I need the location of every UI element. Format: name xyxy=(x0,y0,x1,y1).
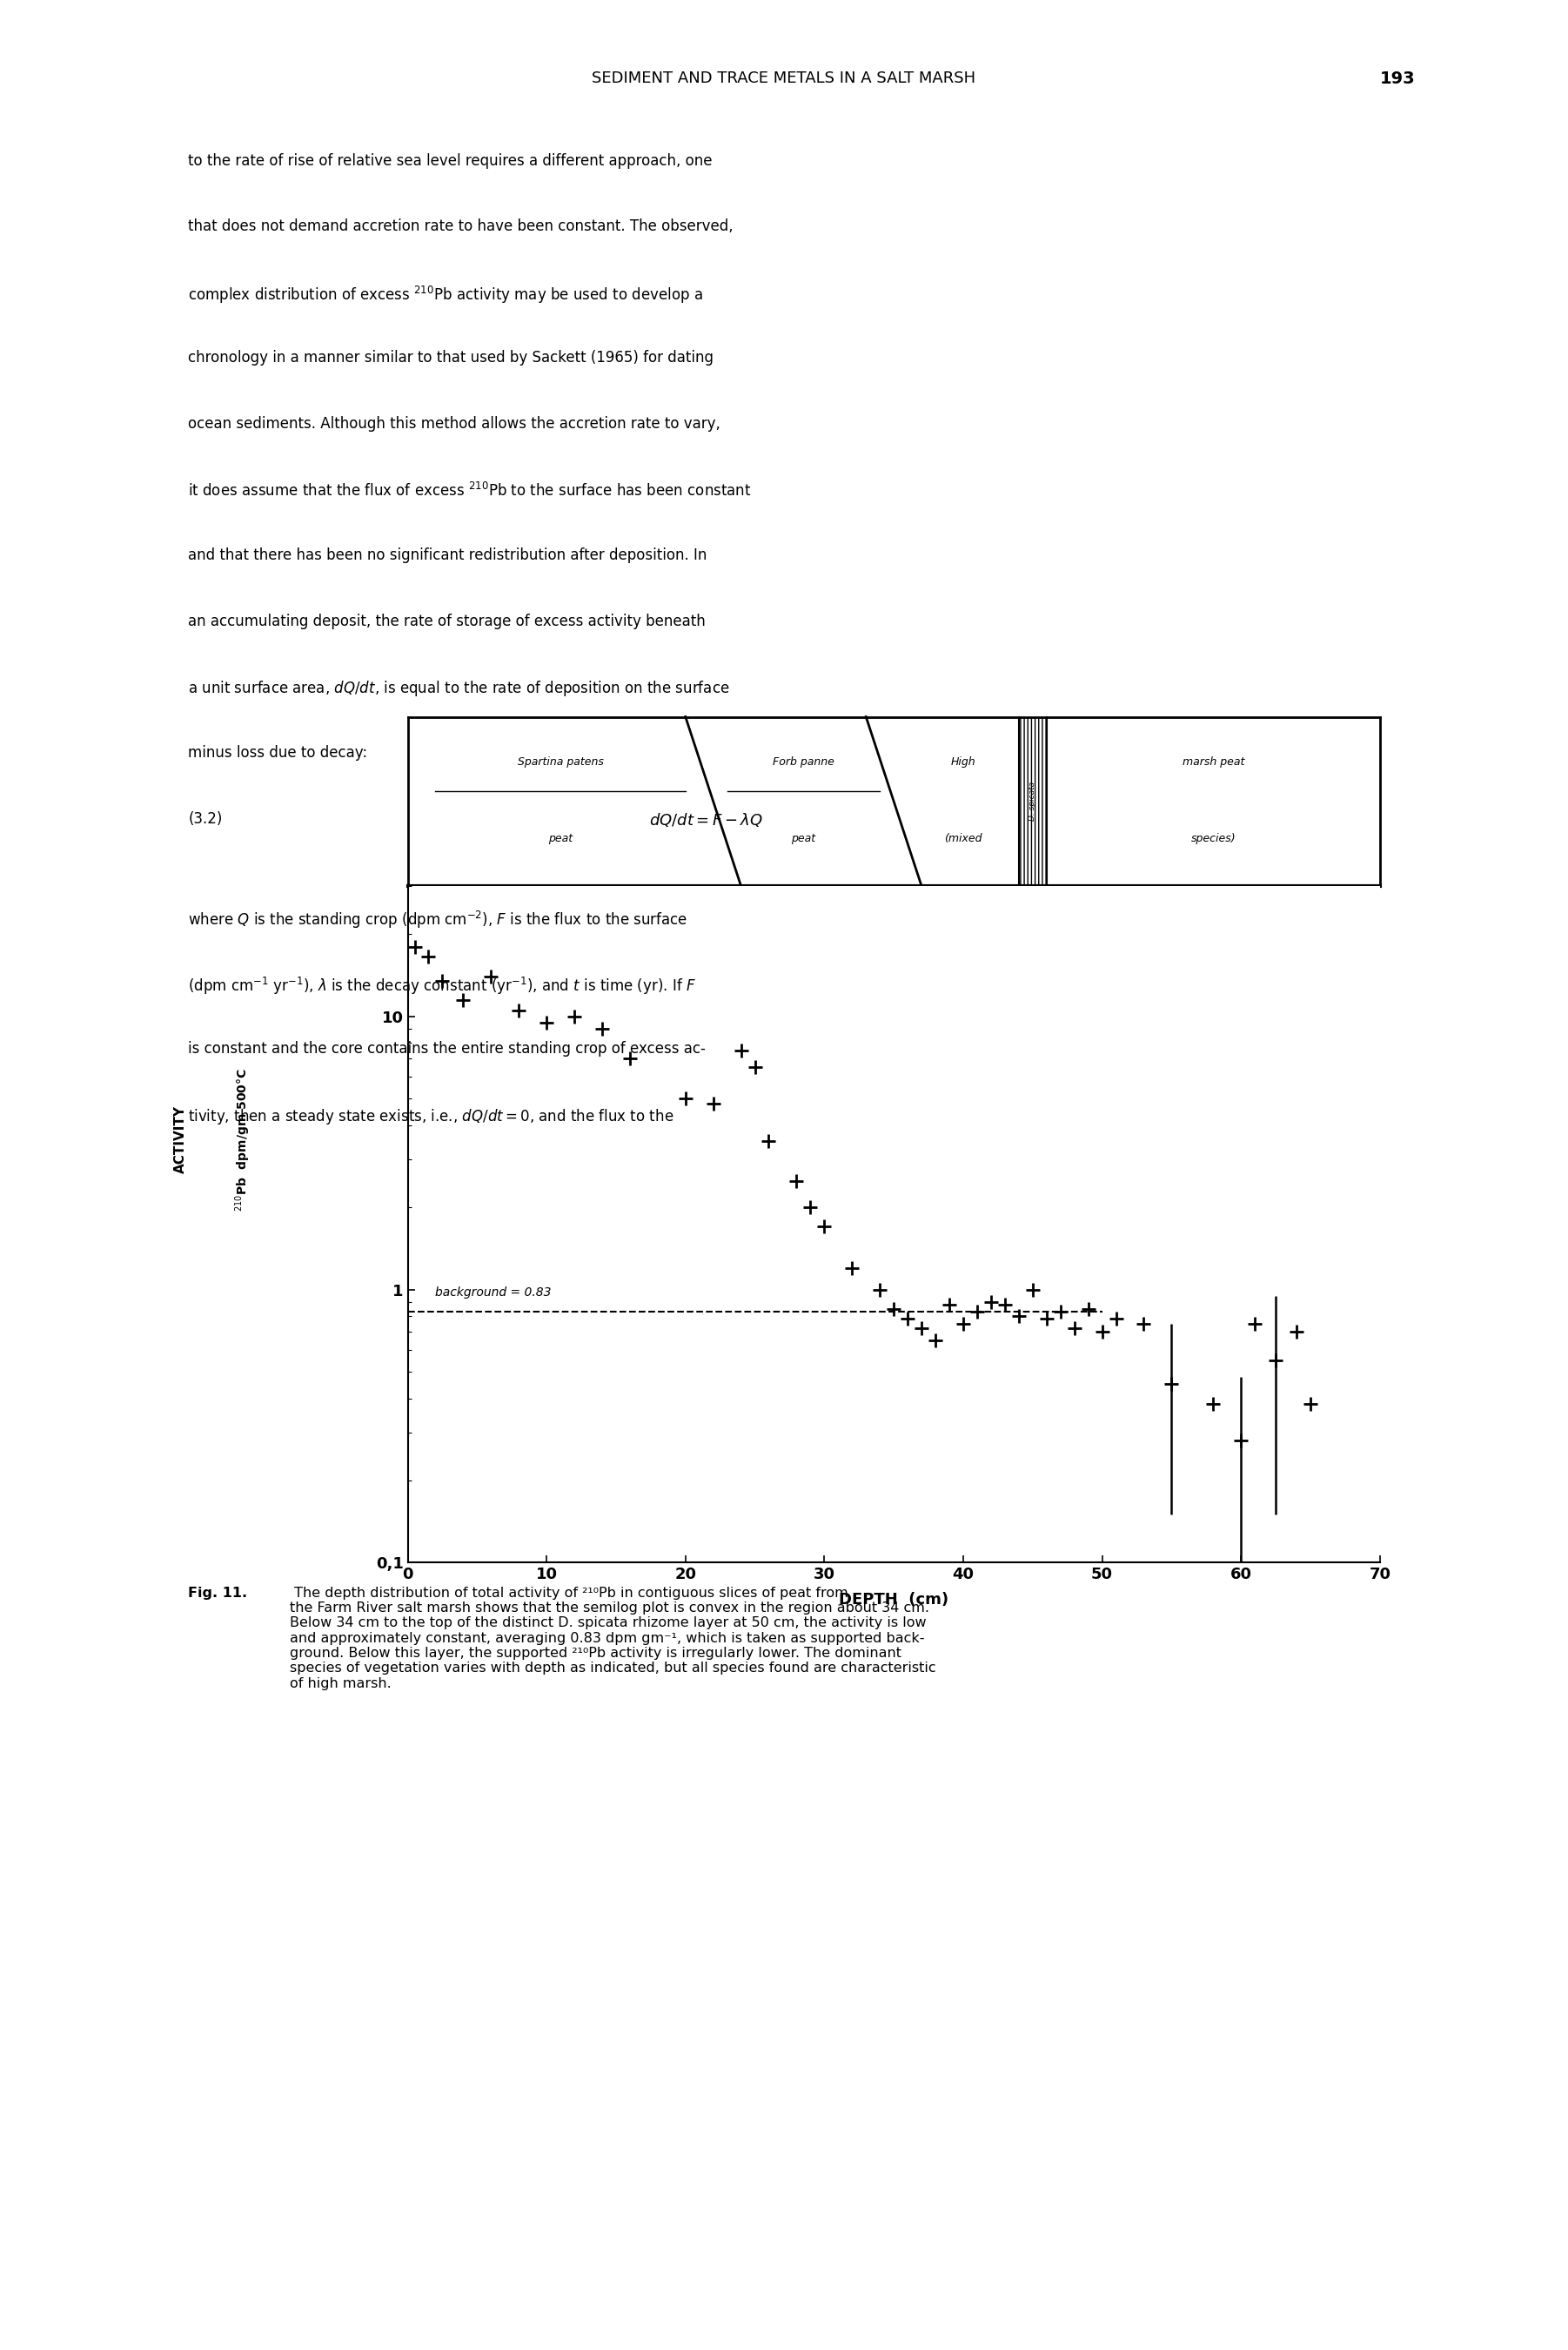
Text: marsh peat: marsh peat xyxy=(1182,757,1245,768)
Text: that does not demand accretion rate to have been constant. The observed,: that does not demand accretion rate to h… xyxy=(188,219,734,235)
Text: The depth distribution of total activity of ²¹⁰Pb in contiguous slices of peat f: The depth distribution of total activity… xyxy=(290,1586,936,1690)
Text: (dpm cm$^{-1}$ yr$^{-1}$), $\lambda$ is the decay constant (yr$^{-1}$), and $t$ : (dpm cm$^{-1}$ yr$^{-1}$), $\lambda$ is … xyxy=(188,975,696,996)
Text: an accumulating deposit, the rate of storage of excess activity beneath: an accumulating deposit, the rate of sto… xyxy=(188,613,706,630)
Text: SEDIMENT AND TRACE METALS IN A SALT MARSH: SEDIMENT AND TRACE METALS IN A SALT MARS… xyxy=(593,70,975,87)
Text: and that there has been no significant redistribution after deposition. In: and that there has been no significant r… xyxy=(188,548,707,564)
Text: peat: peat xyxy=(549,832,572,844)
Bar xyxy=(1019,717,1046,886)
Text: is constant and the core contains the entire standing crop of excess ac-: is constant and the core contains the en… xyxy=(188,1041,706,1058)
Text: 193: 193 xyxy=(1380,70,1416,87)
Text: to the rate of rise of relative sea level requires a different approach, one: to the rate of rise of relative sea leve… xyxy=(188,153,712,169)
Text: it does assume that the flux of excess $^{210}$Pb to the surface has been consta: it does assume that the flux of excess $… xyxy=(188,482,751,498)
Text: chronology in a manner similar to that used by Sackett (1965) for dating: chronology in a manner similar to that u… xyxy=(188,350,713,367)
Text: $dQ/dt = F - \lambda Q$: $dQ/dt = F - \lambda Q$ xyxy=(649,811,762,827)
Text: Forb panne: Forb panne xyxy=(773,757,834,768)
Text: minus loss due to decay:: minus loss due to decay: xyxy=(188,745,367,761)
Text: D. spicata: D. spicata xyxy=(1029,783,1036,820)
Text: (mixed: (mixed xyxy=(944,832,982,844)
Text: High: High xyxy=(950,757,975,768)
Text: ocean sediments. Although this method allows the accretion rate to vary,: ocean sediments. Although this method al… xyxy=(188,416,721,432)
Text: $^{210}$Pb  dpm/gm 500°C: $^{210}$Pb dpm/gm 500°C xyxy=(234,1067,252,1213)
Text: Fig. 11.: Fig. 11. xyxy=(188,1586,248,1600)
Text: complex distribution of excess $^{210}$Pb activity may be used to develop a: complex distribution of excess $^{210}$P… xyxy=(188,284,702,306)
Text: Spartina patens: Spartina patens xyxy=(517,757,604,768)
X-axis label: DEPTH  (cm): DEPTH (cm) xyxy=(839,1593,949,1607)
Text: species): species) xyxy=(1190,832,1236,844)
Text: a unit surface area, $dQ/dt$, is equal to the rate of deposition on the surface: a unit surface area, $dQ/dt$, is equal t… xyxy=(188,679,729,698)
Text: peat: peat xyxy=(792,832,815,844)
Text: ACTIVITY: ACTIVITY xyxy=(174,1107,187,1173)
Text: where $Q$ is the standing crop (dpm cm$^{-2}$), $F$ is the flux to the surface: where $Q$ is the standing crop (dpm cm$^… xyxy=(188,909,688,931)
Text: (3.2): (3.2) xyxy=(188,811,223,827)
Text: background = 0.83: background = 0.83 xyxy=(436,1285,552,1297)
Text: tivity, then a steady state exists, i.e., $dQ/dt = 0$, and the flux to the: tivity, then a steady state exists, i.e.… xyxy=(188,1107,674,1126)
